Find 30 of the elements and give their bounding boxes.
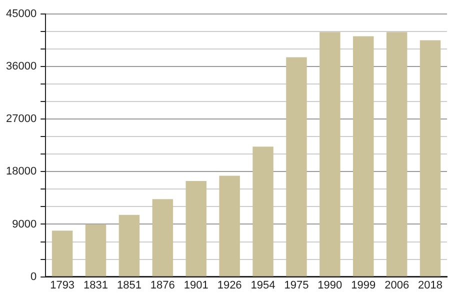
y-tick-label: 45000 [6,8,37,20]
bar [353,36,374,276]
bar [52,230,73,276]
y-tick-label: 0 [30,270,37,283]
y-tick-label: 18000 [6,166,37,178]
x-tick-label: 1954 [250,279,276,292]
bar [186,181,206,276]
x-tick-label: 1793 [50,279,75,292]
x-tick-label: 2018 [418,279,443,292]
x-tick-label: 1990 [318,279,342,292]
x-tick-label: 1975 [284,279,309,292]
bar [286,57,307,276]
bar [152,199,174,276]
x-tick-label: 1926 [217,279,242,292]
bar [320,32,340,276]
bar [252,146,274,276]
bar [219,176,240,276]
bar [386,32,408,276]
x-tick-label: 1876 [150,279,175,292]
y-tick-label: 9000 [12,218,37,230]
bar [85,224,106,276]
y-tick-label: 27000 [6,113,37,126]
x-tick-label: 1851 [116,279,142,292]
x-tick-label: 1831 [84,279,108,292]
y-tick-label: 36000 [6,60,37,73]
x-tick-label: 1901 [184,279,208,292]
x-tick-label: 1999 [351,279,376,292]
x-tick-label: 2006 [384,279,410,292]
bar [420,40,441,276]
bar [118,214,140,276]
